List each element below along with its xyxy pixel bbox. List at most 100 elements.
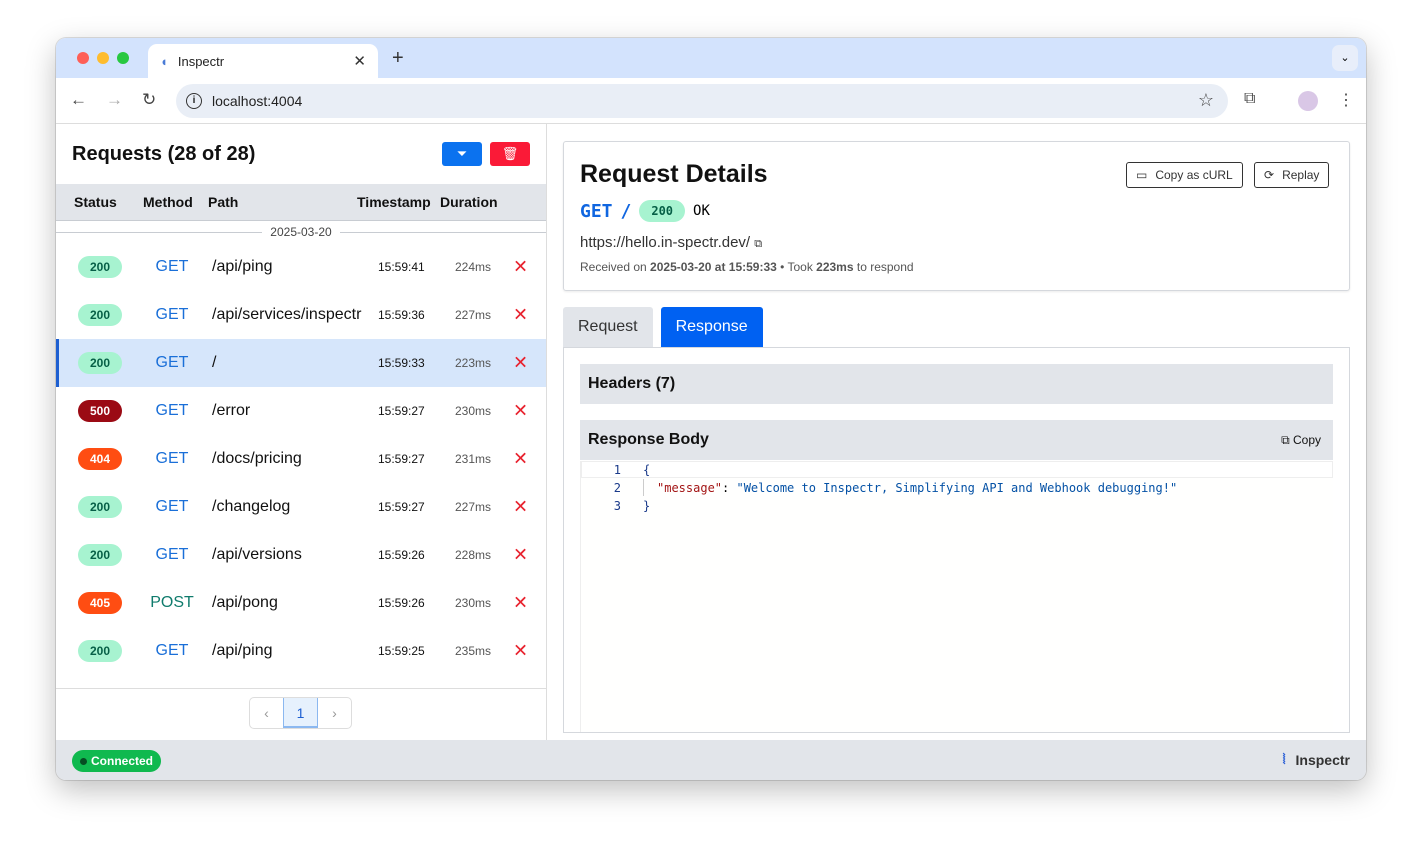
- date-label: 2025-03-20: [262, 225, 340, 239]
- response-body-header: Response Body ⧉ Copy: [580, 420, 1333, 460]
- code-line-2: "message": "Welcome to Inspectr, Simplif…: [657, 481, 1177, 495]
- delete-request-icon[interactable]: ✕: [513, 352, 529, 373]
- detail-path: /: [620, 200, 632, 222]
- duration: 235ms: [455, 644, 492, 658]
- prev-page-button[interactable]: ‹: [264, 705, 269, 721]
- tab-response[interactable]: Response: [660, 307, 763, 347]
- timestamp: 15:59:36: [378, 308, 425, 322]
- detail-url: https://hello.in-spectr.dev/: [580, 234, 751, 251]
- delete-request-icon[interactable]: ✕: [513, 496, 529, 517]
- took-value: 223ms: [816, 260, 854, 274]
- status-badge: 200: [78, 544, 122, 566]
- request-summary-card: Request Details ▭ Copy as cURL ⟳ Replay GE…: [563, 141, 1350, 291]
- terminal-icon: ▭: [1136, 168, 1148, 182]
- duration: 228ms: [455, 548, 492, 562]
- site-info-icon[interactable]: i: [186, 93, 202, 109]
- browser-menu-icon[interactable]: ⋮: [1338, 92, 1354, 109]
- request-row[interactable]: 200 GET /api/services/inspectr 15:59:36 …: [56, 291, 546, 339]
- path: /api/versions: [212, 546, 302, 563]
- col-path: Path: [208, 194, 239, 210]
- method: GET: [155, 498, 189, 515]
- forward-icon[interactable]: →: [106, 90, 123, 109]
- col-duration: Duration: [440, 194, 498, 210]
- request-row[interactable]: 200 GET /api/versions 15:59:26 228ms ✕: [56, 531, 546, 579]
- request-row[interactable]: 200 GET / 15:59:33 223ms ✕: [56, 339, 546, 387]
- tab-bar: ◖ Inspectr ✕ + ⌄: [56, 38, 1366, 78]
- timestamp: 15:59:33: [378, 356, 425, 370]
- delete-request-icon[interactable]: ✕: [513, 304, 529, 325]
- json-value: "Welcome to Inspectr, Simplifying API an…: [736, 481, 1178, 495]
- tab-request[interactable]: Request: [563, 307, 653, 347]
- col-status: Status: [74, 194, 117, 210]
- tab-title: Inspectr: [177, 53, 225, 69]
- next-page-button[interactable]: ›: [332, 705, 337, 721]
- detail-status-text: OK: [693, 203, 710, 219]
- delete-request-icon[interactable]: ✕: [513, 592, 529, 613]
- method: GET: [155, 402, 189, 419]
- details-title: Request Details: [580, 160, 768, 188]
- delete-request-icon[interactable]: ✕: [513, 400, 529, 421]
- delete-request-icon[interactable]: ✕: [513, 448, 529, 469]
- close-window-button[interactable]: [77, 52, 89, 64]
- duration: 223ms: [455, 356, 492, 370]
- copy-url-icon[interactable]: ⧉: [754, 238, 763, 250]
- response-panel: Headers (7) Response Body ⧉ Copy 1 { 2 "…: [563, 347, 1350, 733]
- minimize-window-button[interactable]: [97, 52, 109, 64]
- address-bar[interactable]: i localhost:4004 ☆: [176, 84, 1228, 118]
- path: /api/pong: [212, 594, 278, 611]
- request-row[interactable]: 404 GET /docs/pricing 15:59:27 231ms ✕: [56, 435, 546, 483]
- tab-menu-chevron-icon[interactable]: ⌄: [1332, 45, 1358, 71]
- filter-button[interactable]: ⏷: [442, 142, 482, 166]
- request-row[interactable]: 200 GET /changelog 15:59:27 227ms ✕: [56, 483, 546, 531]
- back-icon[interactable]: ←: [70, 90, 87, 109]
- detail-status-badge: 200: [639, 200, 686, 222]
- code-viewer[interactable]: 1 { 2 "message": "Welcome to Inspectr, S…: [580, 461, 1333, 732]
- request-row[interactable]: 200 GET /api/ping 15:59:41 224ms ✕: [56, 243, 546, 291]
- detail-method: GET: [580, 200, 613, 222]
- page-1-button[interactable]: 1: [283, 698, 318, 728]
- status-badge: 405: [78, 592, 122, 614]
- headers-section[interactable]: Headers (7): [580, 364, 1333, 404]
- path: /api/ping: [212, 258, 273, 275]
- brand-logo: ⦚ Inspectr: [1283, 751, 1350, 768]
- browser-tab[interactable]: ◖ Inspectr ✕: [148, 44, 378, 78]
- close-tab-icon[interactable]: ✕: [353, 53, 366, 70]
- path: /api/services/inspectr: [212, 306, 362, 323]
- received-prefix: Received on: [580, 260, 651, 274]
- clear-requests-button[interactable]: 🗑: [490, 142, 530, 166]
- line-number: 2: [613, 481, 621, 495]
- method: GET: [155, 354, 189, 371]
- delete-request-icon[interactable]: ✕: [513, 544, 529, 565]
- bookmark-star-icon[interactable]: ☆: [1197, 90, 1214, 110]
- request-row[interactable]: 405 POST /api/pong 15:59:26 230ms ✕: [56, 579, 546, 627]
- method: POST: [150, 594, 194, 611]
- connection-status: Connected: [91, 754, 154, 768]
- status-dot-icon: [80, 757, 87, 765]
- new-tab-icon[interactable]: +: [392, 47, 404, 69]
- browser-window: ◖ Inspectr ✕ + ⌄ ← → ↻ i localhost:4004 …: [56, 38, 1366, 780]
- profile-avatar[interactable]: [1298, 91, 1318, 111]
- delete-request-icon[interactable]: ✕: [513, 256, 529, 277]
- request-row[interactable]: 500 GET /error 15:59:27 230ms ✕: [56, 387, 546, 435]
- timestamp: 15:59:41: [378, 260, 425, 274]
- extensions-icon[interactable]: ⧉: [1244, 90, 1256, 107]
- col-timestamp: Timestamp: [357, 194, 431, 210]
- url-text: localhost:4004: [212, 93, 303, 109]
- path: /api/ping: [212, 642, 273, 659]
- zoom-window-button[interactable]: [117, 52, 129, 64]
- copy-as-curl-button[interactable]: ▭ Copy as cURL: [1126, 162, 1243, 188]
- path: /changelog: [212, 498, 291, 515]
- replay-button[interactable]: ⟳ Replay: [1254, 162, 1330, 188]
- browser-toolbar: ← → ↻ i localhost:4004 ☆ ⧉ ⋮: [56, 78, 1366, 124]
- reload-icon[interactable]: ↻: [142, 90, 157, 109]
- json-sep: :: [722, 481, 737, 495]
- method: GET: [155, 306, 189, 323]
- delete-request-icon[interactable]: ✕: [513, 640, 529, 661]
- copy-body-button[interactable]: ⧉ Copy: [1281, 433, 1321, 448]
- status-badge: 200: [78, 496, 122, 518]
- requests-title: Requests (28 of 28): [72, 142, 256, 165]
- json-key: "message": [657, 481, 723, 495]
- timestamp: 15:59:26: [378, 596, 425, 610]
- request-row[interactable]: 200 GET /api/ping 15:59:25 235ms ✕: [56, 627, 546, 675]
- headers-label: Headers (7): [588, 375, 676, 392]
